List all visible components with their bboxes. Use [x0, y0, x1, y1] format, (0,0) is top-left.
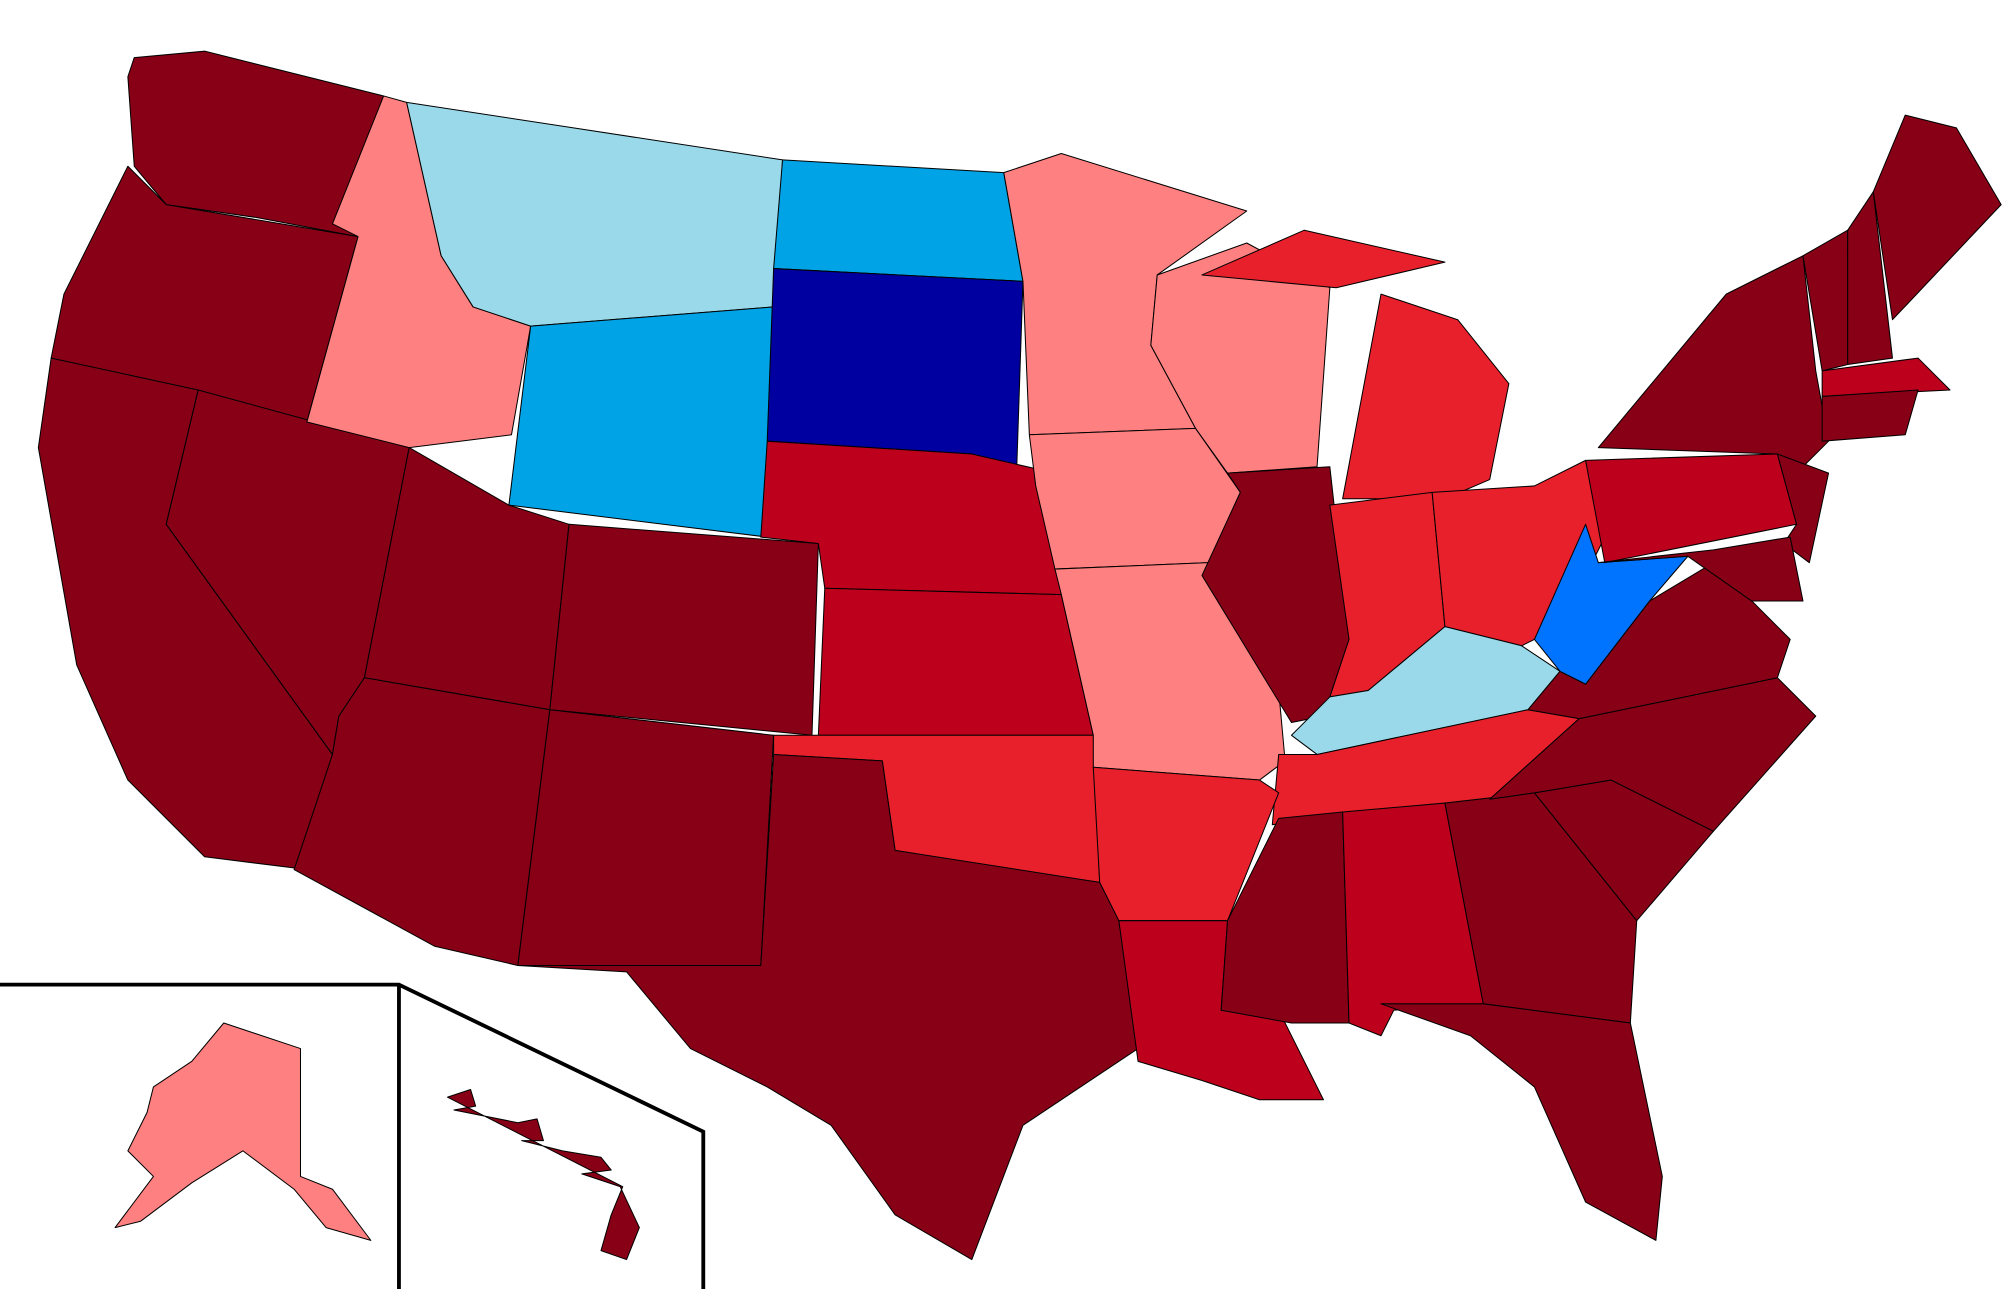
state — [766, 268, 1024, 474]
state — [1597, 536, 1804, 602]
state — [127, 50, 385, 238]
state — [1028, 427, 1241, 570]
states — [37, 50, 2002, 1261]
state — [1847, 191, 1893, 365]
state — [817, 587, 1094, 736]
state — [447, 1088, 640, 1261]
state — [1597, 255, 1830, 474]
state — [1380, 1003, 1663, 1241]
state — [114, 1022, 372, 1241]
state — [1872, 114, 2002, 321]
state — [1821, 357, 1951, 397]
state — [549, 523, 819, 736]
state — [517, 753, 1139, 1261]
state — [1342, 293, 1510, 500]
state — [508, 306, 775, 538]
state — [1776, 453, 1830, 564]
state — [1201, 229, 1446, 289]
state — [1821, 389, 1919, 442]
state — [773, 159, 1024, 282]
inset-border — [0, 982, 706, 1289]
state — [517, 709, 775, 966]
